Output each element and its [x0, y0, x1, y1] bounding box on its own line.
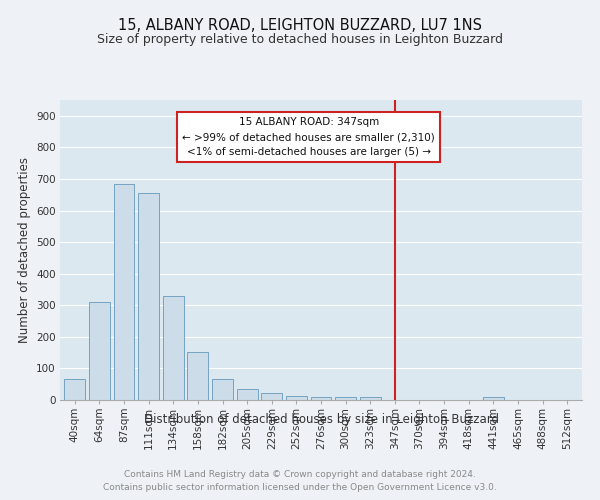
- Bar: [64, 380, 85, 400]
- Bar: [311, 397, 331, 400]
- Bar: [163, 296, 184, 400]
- Bar: [360, 398, 381, 400]
- Bar: [138, 193, 159, 400]
- Bar: [483, 397, 504, 400]
- Bar: [113, 184, 134, 400]
- Bar: [212, 378, 233, 400]
- Bar: [261, 393, 282, 400]
- Bar: [187, 352, 208, 400]
- Bar: [89, 302, 110, 400]
- Y-axis label: Number of detached properties: Number of detached properties: [17, 157, 31, 343]
- Text: Distribution of detached houses by size in Leighton Buzzard: Distribution of detached houses by size …: [143, 412, 499, 426]
- Bar: [236, 389, 257, 400]
- Bar: [286, 396, 307, 400]
- Text: Size of property relative to detached houses in Leighton Buzzard: Size of property relative to detached ho…: [97, 32, 503, 46]
- Text: 15 ALBANY ROAD: 347sqm
← >99% of detached houses are smaller (2,310)
<1% of semi: 15 ALBANY ROAD: 347sqm ← >99% of detache…: [182, 118, 435, 157]
- Text: Contains HM Land Registry data © Crown copyright and database right 2024.
Contai: Contains HM Land Registry data © Crown c…: [103, 470, 497, 492]
- Text: 15, ALBANY ROAD, LEIGHTON BUZZARD, LU7 1NS: 15, ALBANY ROAD, LEIGHTON BUZZARD, LU7 1…: [118, 18, 482, 32]
- Bar: [335, 397, 356, 400]
